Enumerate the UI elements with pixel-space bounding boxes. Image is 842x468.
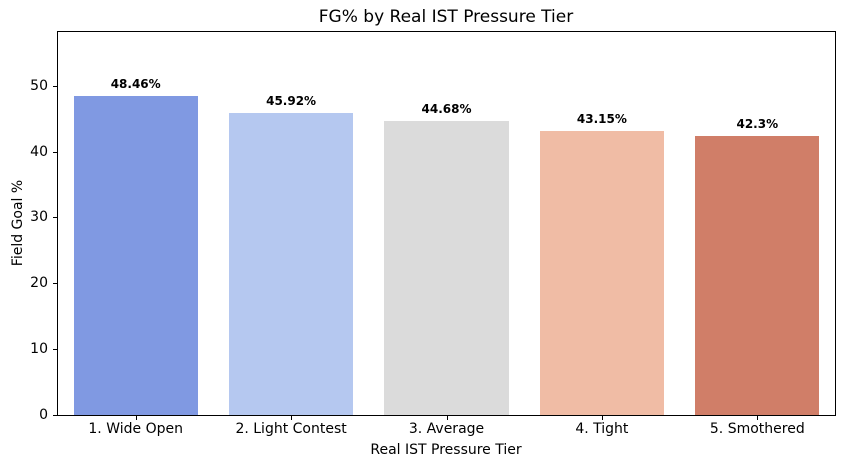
- bar-value-label: 43.15%: [576, 111, 627, 126]
- y-tick-label: 50: [30, 77, 48, 94]
- bar-1: [73, 95, 198, 415]
- y-tick-label: 30: [30, 209, 48, 226]
- x-tick-label: 5. Smothered: [709, 421, 805, 437]
- y-tick-mark: [53, 152, 57, 153]
- bar-value-label: 45.92%: [266, 93, 317, 108]
- bar-value-label: 42.3%: [736, 117, 779, 132]
- y-tick-mark: [53, 415, 57, 416]
- bar-2: [228, 112, 354, 415]
- x-tick-mark: [757, 416, 758, 420]
- x-tick-mark: [447, 416, 448, 420]
- bar-value-label: 44.68%: [421, 101, 472, 116]
- x-tick-label: 2. Light Contest: [235, 421, 347, 437]
- x-tick-mark: [602, 416, 603, 420]
- x-tick-mark: [136, 416, 137, 420]
- bar-value-label: 48.46%: [110, 76, 161, 91]
- x-axis-title: Real IST Pressure Tier: [370, 442, 522, 458]
- y-tick-label: 0: [39, 407, 48, 423]
- y-tick-label: 40: [30, 143, 48, 160]
- y-tick-mark: [53, 217, 57, 218]
- y-tick-mark: [53, 86, 57, 87]
- x-tick-label: 1. Wide Open: [88, 421, 183, 437]
- x-tick-label: 3. Average: [408, 421, 485, 437]
- x-tick-mark: [291, 416, 292, 420]
- bar-5: [695, 136, 820, 415]
- x-tick-label: 4. Tight: [575, 421, 629, 437]
- y-tick-label: 10: [30, 341, 48, 358]
- bar-3: [384, 120, 509, 415]
- bar-4: [539, 130, 665, 415]
- chart-title: FG% by Real IST Pressure Tier: [318, 7, 574, 27]
- y-tick-mark: [53, 283, 57, 284]
- y-tick-mark: [53, 349, 57, 350]
- plot-area: 48.46% 45.92% 44.68% 43.15% 42.3%: [57, 31, 836, 416]
- y-tick-label: 20: [30, 275, 48, 292]
